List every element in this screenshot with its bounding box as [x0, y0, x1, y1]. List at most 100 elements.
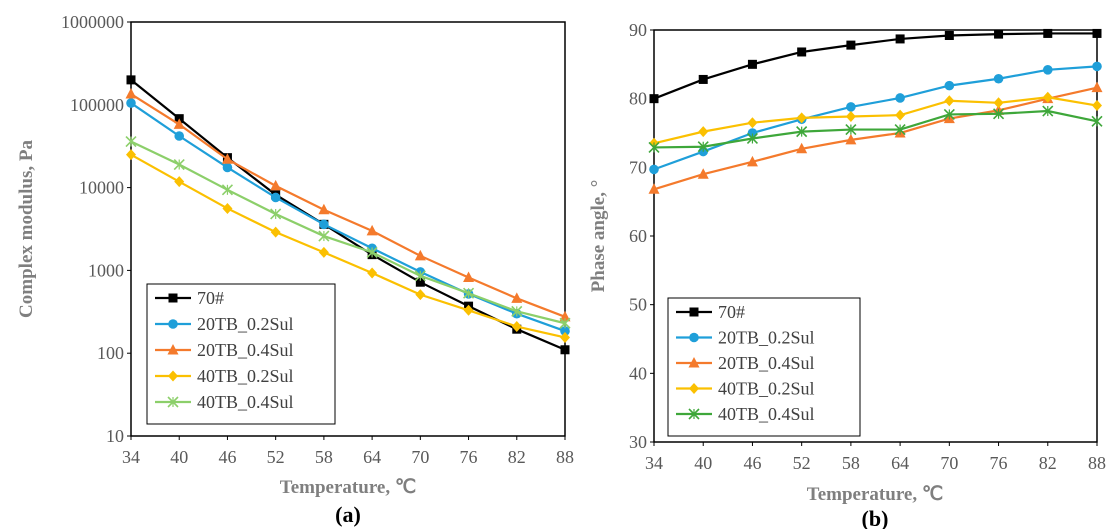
- data-point: [943, 108, 955, 121]
- data-point: [318, 230, 330, 242]
- data-point: [125, 88, 137, 99]
- legend-box: [146, 283, 336, 425]
- x-tick-label: 46: [218, 447, 236, 467]
- data-point: [698, 126, 709, 138]
- data-point: [270, 179, 282, 191]
- x-tick-label: 76: [460, 447, 478, 467]
- data-point: [126, 149, 136, 161]
- data-point: [846, 102, 856, 112]
- x-tick-label: 88: [1088, 453, 1106, 473]
- x-tick-label: 46: [743, 453, 761, 473]
- data-point: [222, 162, 233, 173]
- data-point: [746, 155, 758, 167]
- legend-label: 40TB_0.4Sul: [197, 392, 294, 412]
- data-point: [559, 310, 571, 322]
- legend-label: 20TB_0.4Sul: [718, 353, 815, 373]
- legend-label: 40TB_0.2Sul: [718, 379, 815, 399]
- legend-marker: [689, 383, 699, 394]
- data-point: [221, 153, 233, 164]
- data-point: [462, 287, 475, 299]
- chart-panel-b: 30 40 50 60 70 80 90 34 40 46 52 58 64 70 76 82 88 Temp…: [588, 20, 1106, 529]
- data-point: [846, 40, 856, 50]
- y-axis-title-a: Complex modulus, Pa: [16, 140, 37, 318]
- series-line-2: [130, 102, 566, 333]
- x-tick-label: 64: [363, 447, 381, 467]
- data-point: [648, 183, 660, 194]
- data-point: [1092, 28, 1102, 38]
- data-point: [511, 305, 523, 317]
- data-point: [993, 97, 1004, 109]
- data-point: [845, 111, 856, 123]
- data-point: [993, 73, 1004, 84]
- data-point: [648, 141, 660, 153]
- y-tick-label: 10: [106, 426, 124, 446]
- x-tick-labels-a: 34 40 46 52 58 64 70 76 82 88: [122, 436, 574, 467]
- x-tick-label: 34: [645, 453, 663, 473]
- series-line-4: [653, 96, 1098, 145]
- data-point: [222, 202, 233, 214]
- legend-marker: [168, 293, 178, 303]
- data-point: [463, 304, 474, 316]
- data-point: [697, 168, 709, 179]
- data-point: [845, 133, 857, 145]
- data-point: [126, 75, 136, 85]
- legend-label: 70#: [197, 288, 224, 308]
- data-point: [796, 126, 808, 138]
- data-point: [319, 219, 329, 230]
- data-point: [894, 124, 906, 136]
- data-point: [270, 192, 281, 203]
- data-point: [1092, 61, 1102, 72]
- y-tick-label: 70: [629, 157, 647, 177]
- data-point: [845, 124, 857, 136]
- data-point: [318, 203, 330, 215]
- legend-label: 40TB_0.2Sul: [197, 366, 294, 386]
- legend-label: 40TB_0.4Sul: [718, 404, 815, 424]
- data-point: [414, 249, 426, 261]
- data-point: [414, 270, 426, 282]
- data-point: [270, 208, 282, 220]
- data-point: [895, 34, 905, 44]
- data-point: [511, 292, 523, 303]
- data-point: [318, 246, 329, 258]
- y-tick-label: 1000: [88, 260, 124, 280]
- x-tick-label: 82: [508, 447, 526, 467]
- legend-label: 70#: [718, 302, 745, 322]
- legend-marker: [689, 332, 699, 343]
- chart-panel-a: 10 100 1000 10000 100000 1000000 34 40 46 52 58 64…: [16, 12, 574, 527]
- data-point: [992, 108, 1005, 120]
- x-tick-label: 64: [891, 453, 909, 473]
- data-point: [698, 74, 708, 84]
- data-point: [126, 98, 136, 108]
- legend-b: 70# 20TB_0.2Sul 20TB_0.4Sul 40TB_0.2Sul 40TB…: [667, 297, 861, 437]
- data-point: [560, 326, 570, 336]
- data-point: [1042, 91, 1053, 103]
- data-point: [796, 112, 807, 124]
- data-point: [747, 117, 758, 129]
- series-group-a: [125, 75, 571, 355]
- data-point: [746, 132, 759, 145]
- x-tick-label: 76: [990, 453, 1008, 473]
- legend-marker: [167, 344, 179, 355]
- legend-a: 70# 20TB_0.2Sul 20TB_0.4Sul 40TB_0.2Sul 40TB…: [146, 283, 336, 425]
- legend-marker: [688, 408, 700, 420]
- data-point: [173, 118, 185, 129]
- legend-label: 20TB_0.2Sul: [197, 314, 294, 334]
- y-tick-label: 10000: [79, 178, 124, 198]
- y-tick-label: 40: [629, 363, 647, 383]
- y-tick-label: 50: [629, 295, 647, 315]
- data-point: [366, 224, 378, 236]
- legend-marker: [167, 396, 179, 408]
- panel-label-a: (a): [335, 502, 361, 527]
- series-line-1: [653, 32, 1097, 100]
- data-point: [560, 331, 570, 343]
- series-line-4: [130, 153, 566, 339]
- x-tick-label: 52: [793, 453, 811, 473]
- data-point: [270, 226, 281, 238]
- y-tick-labels-a: 10 100 1000 10000 100000 1000000: [61, 12, 131, 446]
- data-point: [1092, 100, 1102, 112]
- data-point: [895, 109, 906, 121]
- x-tick-label: 82: [1039, 453, 1057, 473]
- y-tick-label: 1000000: [61, 12, 124, 32]
- y-tick-label: 80: [629, 89, 647, 109]
- x-tick-label: 52: [267, 447, 285, 467]
